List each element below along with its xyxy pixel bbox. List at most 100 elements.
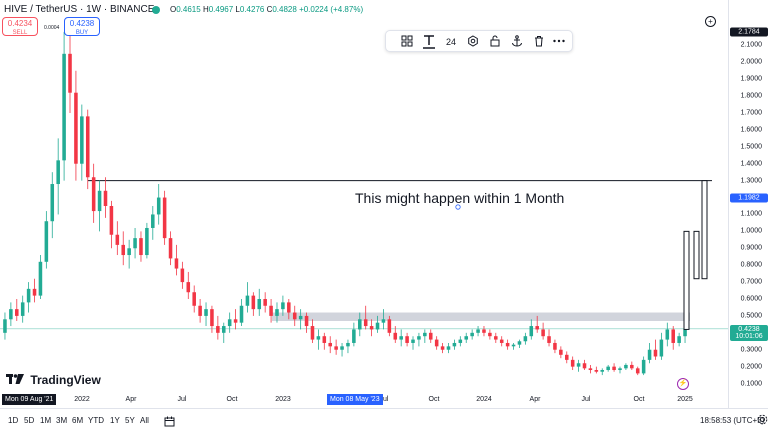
candle-body (476, 329, 480, 333)
price-tick-label: 2.0000 (740, 58, 762, 66)
candle-body (38, 261, 43, 296)
candle-body (32, 288, 37, 296)
candle-body (145, 227, 149, 256)
candle-body (68, 53, 72, 93)
time-tick-label: 2025 (677, 396, 693, 403)
candle-body (56, 160, 60, 185)
candle-body (292, 312, 297, 320)
candle-body (26, 288, 31, 303)
lightning-icon[interactable]: ⚡ (677, 378, 689, 390)
more-icon[interactable] (552, 35, 566, 49)
range-5d[interactable]: 5D (24, 416, 35, 425)
time-tick-label: Oct (633, 396, 645, 403)
candle-body (618, 368, 622, 371)
annotation-anchor-handle (455, 204, 461, 210)
candle-body (352, 329, 356, 343)
price-tick-label: 0.1000 (740, 380, 762, 388)
candle-body (635, 368, 640, 374)
price-tick-label: 2.1000 (740, 41, 762, 49)
range-1m[interactable]: 1M (40, 416, 52, 425)
range-6m[interactable]: 6M (72, 416, 84, 425)
clock-time[interactable]: 18:58:53 (UTC+5) (700, 416, 765, 425)
settings-icon[interactable] (466, 35, 480, 49)
range-1y[interactable]: 1Y (110, 416, 120, 425)
candle-body (180, 268, 185, 283)
buy-button[interactable]: 0.4238 BUY (64, 17, 100, 36)
candle-body (310, 326, 315, 340)
candle-body (62, 53, 66, 161)
candle-body (9, 309, 13, 320)
trash-icon[interactable] (532, 35, 546, 49)
symbol-title[interactable]: HIVE / TetherUS · 1W · BINANCE (4, 4, 155, 15)
chart-header: HIVE / TetherUS · 1W · BINANCE O0.4615 H… (0, 0, 728, 20)
time-tick-label: Oct (428, 396, 440, 403)
candle-body (85, 116, 90, 178)
range-all[interactable]: All (140, 416, 149, 425)
candle-body (588, 368, 593, 371)
gear-icon[interactable] (757, 414, 768, 428)
candle-body (594, 370, 599, 372)
candle-body (470, 332, 474, 337)
time-tick-label: 2022 (74, 396, 90, 403)
candle-body (257, 299, 262, 310)
candle-body (156, 197, 161, 215)
candle-body (20, 302, 25, 316)
candle-body (210, 309, 214, 327)
sell-button[interactable]: 0.4234 SELL (2, 17, 38, 36)
time-axis[interactable]: 2022 Apr Jul Oct 2023 Jul Oct 2024 Apr Jul Oct 2025… (0, 392, 728, 408)
candle-body (151, 214, 155, 228)
candle-body (606, 366, 610, 371)
candle-body (298, 315, 303, 320)
range-1d[interactable]: 1D (8, 416, 19, 425)
candle-body (547, 336, 551, 343)
candle-body (600, 370, 605, 372)
time-tick-label: Jul (177, 396, 187, 403)
candle-body (334, 346, 338, 350)
calendar-icon[interactable] (164, 416, 175, 429)
range-ytd[interactable]: YTD (88, 416, 104, 425)
candle-body (74, 92, 78, 164)
candle-body (464, 336, 469, 340)
add-alert-icon[interactable]: + (705, 16, 716, 27)
candle-body (659, 339, 664, 357)
chart-annotation-text[interactable]: This might happen within 1 Month (355, 190, 565, 206)
grid-icon[interactable] (400, 35, 414, 49)
candle-body (239, 305, 244, 323)
candle-body (517, 341, 522, 345)
candle-body (198, 305, 202, 316)
candle-body (186, 282, 191, 293)
candle-body (115, 234, 120, 245)
text-tool-icon[interactable] (422, 35, 436, 49)
candle-body (624, 364, 628, 369)
current-price-label: 0.4238 10:01:06 (730, 324, 768, 341)
candle-body (375, 322, 380, 330)
candle-body (387, 319, 392, 333)
anchor-icon[interactable] (510, 35, 524, 49)
candle-body (216, 326, 220, 333)
candle-body (653, 349, 658, 357)
candle-body (440, 346, 445, 350)
candle-body (340, 346, 344, 350)
price-tick-label: 1.8000 (740, 92, 762, 100)
candle-body (434, 339, 439, 347)
price-tick-label: 1.5000 (740, 143, 762, 151)
font-size-select[interactable]: 24 (445, 37, 456, 47)
candle-body (423, 332, 427, 337)
candle-body (559, 349, 563, 355)
candle-body (227, 319, 232, 327)
high-price-label: 2.1784 (730, 27, 768, 37)
candle-body (582, 363, 587, 369)
price-axis[interactable]: 2.1000 2.0000 1.9000 1.8000 1.7000 1.6000 1.50… (728, 0, 768, 408)
range-5y[interactable]: 5Y (125, 416, 135, 425)
candle-body (322, 336, 327, 343)
candle-body (358, 319, 362, 330)
candle-body (630, 364, 634, 369)
price-tick-label: 1.3000 (740, 177, 762, 185)
range-3m[interactable]: 3M (56, 416, 68, 425)
candle-body (50, 184, 55, 222)
lock-icon[interactable] (488, 35, 502, 49)
time-tick-label: Apr (529, 396, 541, 403)
candle-body (121, 244, 126, 256)
candle-body (133, 238, 137, 249)
price-chart[interactable] (0, 0, 728, 392)
